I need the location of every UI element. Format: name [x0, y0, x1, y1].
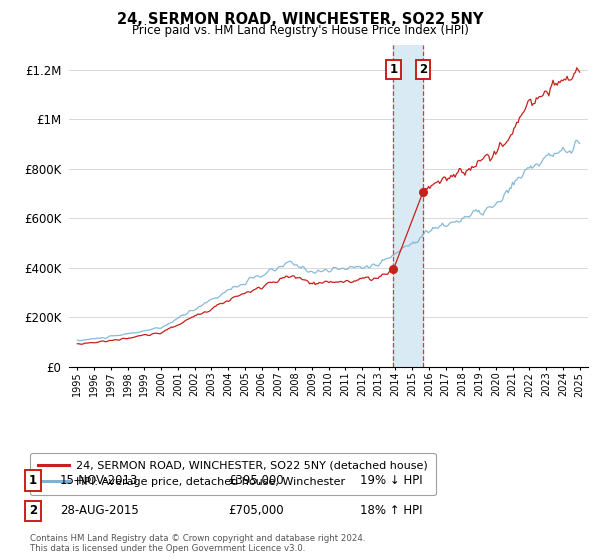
Text: 19% ↓ HPI: 19% ↓ HPI — [360, 474, 422, 487]
Bar — [394, 45, 423, 367]
Text: 28-AUG-2015: 28-AUG-2015 — [60, 504, 139, 517]
Text: £395,000: £395,000 — [228, 474, 284, 487]
Text: £705,000: £705,000 — [228, 504, 284, 517]
Text: Contains HM Land Registry data © Crown copyright and database right 2024.
This d: Contains HM Land Registry data © Crown c… — [30, 534, 365, 553]
Legend: 24, SERMON ROAD, WINCHESTER, SO22 5NY (detached house), HPI: Average price, deta: 24, SERMON ROAD, WINCHESTER, SO22 5NY (d… — [31, 453, 436, 495]
Text: 2: 2 — [29, 504, 37, 517]
Text: 1: 1 — [29, 474, 37, 487]
Text: 24, SERMON ROAD, WINCHESTER, SO22 5NY: 24, SERMON ROAD, WINCHESTER, SO22 5NY — [117, 12, 483, 27]
Text: 15-NOV-2013: 15-NOV-2013 — [60, 474, 139, 487]
Text: 18% ↑ HPI: 18% ↑ HPI — [360, 504, 422, 517]
Text: Price paid vs. HM Land Registry's House Price Index (HPI): Price paid vs. HM Land Registry's House … — [131, 24, 469, 37]
Text: 2: 2 — [419, 63, 427, 76]
Text: 1: 1 — [389, 63, 398, 76]
